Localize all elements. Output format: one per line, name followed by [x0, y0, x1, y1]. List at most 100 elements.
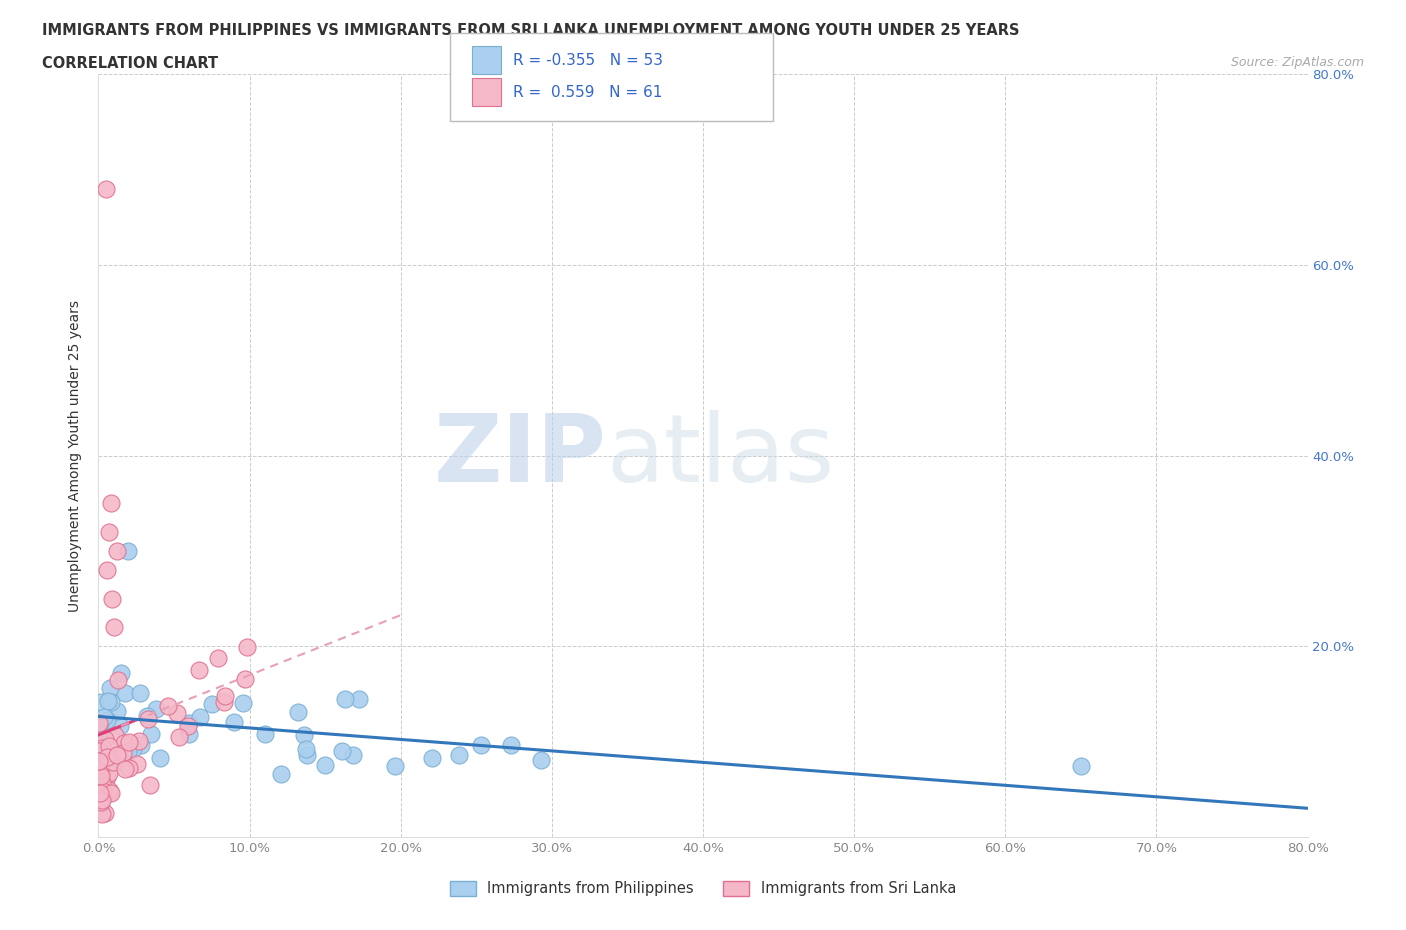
Point [188, 663, 211, 678]
Point [114, 685, 136, 700]
Text: IMMIGRANTS FROM PHILIPPINES VS IMMIGRANTS FROM SRI LANKA UNEMPLOYMENT AMONG YOUT: IMMIGRANTS FROM PHILIPPINES VS IMMIGRANT… [42, 23, 1019, 38]
Point [222, 715, 245, 730]
Point [96, 713, 118, 728]
Point [103, 620, 125, 635]
Point [420, 751, 443, 765]
Point [97, 739, 120, 754]
Point [105, 544, 128, 559]
Text: Source: ZipAtlas.com: Source: ZipAtlas.com [1230, 56, 1364, 69]
Point [295, 741, 318, 756]
Point [97, 693, 120, 708]
Point [236, 640, 259, 655]
Point [1070, 758, 1092, 773]
Point [118, 761, 141, 776]
Point [333, 692, 356, 707]
Point [105, 703, 128, 718]
Point [107, 673, 129, 688]
Point [118, 735, 141, 750]
Point [91, 792, 114, 807]
Y-axis label: Unemployment Among Youth under 25 years: Unemployment Among Youth under 25 years [69, 299, 83, 612]
Point [233, 671, 256, 686]
Point [177, 719, 200, 734]
Point [89, 716, 111, 731]
Point [89, 753, 111, 768]
Point [127, 756, 149, 771]
Point [136, 711, 159, 726]
Point [100, 695, 122, 710]
Point [90, 733, 112, 748]
Point [91, 807, 114, 822]
Point [253, 726, 276, 741]
Point [98, 681, 121, 696]
Point [212, 694, 235, 709]
Point [287, 705, 309, 720]
Point [107, 748, 129, 763]
Point [100, 786, 122, 801]
Point [93, 710, 115, 724]
Point [104, 728, 127, 743]
Point [90, 695, 112, 710]
Point [100, 785, 122, 800]
Point [530, 752, 553, 767]
Point [91, 740, 114, 755]
Point [89, 785, 111, 800]
Point [270, 766, 292, 781]
Point [97, 765, 120, 780]
Point [292, 727, 315, 742]
Point [94, 731, 117, 746]
Point [101, 591, 124, 606]
Point [114, 761, 136, 776]
Text: ZIP: ZIP [433, 410, 606, 501]
Point [96, 563, 118, 578]
Point [114, 742, 136, 757]
Point [91, 783, 114, 798]
Point [169, 730, 191, 745]
Text: CORRELATION CHART: CORRELATION CHART [42, 56, 218, 71]
Legend: Immigrants from Philippines, Immigrants from Sri Lanka: Immigrants from Philippines, Immigrants … [444, 875, 962, 902]
Point [110, 718, 132, 733]
Point [149, 751, 172, 765]
Point [138, 777, 160, 792]
Point [232, 696, 254, 711]
Point [94, 805, 117, 820]
Point [166, 706, 188, 721]
Point [89, 769, 111, 784]
Point [90, 769, 112, 784]
Point [90, 795, 112, 810]
Text: R =  0.559   N = 61: R = 0.559 N = 61 [513, 85, 662, 100]
Point [117, 544, 139, 559]
Point [112, 736, 135, 751]
Point [201, 697, 224, 711]
Point [129, 685, 152, 700]
Point [111, 756, 134, 771]
Point [89, 744, 111, 759]
Point [90, 777, 112, 791]
Point [177, 726, 200, 741]
Point [136, 709, 159, 724]
Point [128, 734, 150, 749]
Point [330, 743, 353, 758]
Text: atlas: atlas [606, 410, 835, 501]
Point [101, 754, 124, 769]
Point [98, 783, 121, 798]
Point [470, 737, 492, 752]
Point [499, 737, 522, 752]
Point [347, 692, 370, 707]
Point [295, 748, 318, 763]
Point [90, 757, 112, 772]
Point [214, 689, 236, 704]
Point [89, 753, 111, 768]
Point [156, 698, 179, 713]
Point [207, 650, 229, 665]
Point [96, 769, 118, 784]
Point [100, 496, 122, 511]
Point [91, 776, 114, 790]
Point [89, 763, 111, 777]
Point [139, 726, 162, 741]
Point [96, 750, 118, 764]
Point [145, 702, 167, 717]
Point [90, 721, 112, 736]
Point [314, 758, 336, 773]
Point [91, 776, 114, 790]
Point [117, 744, 139, 759]
